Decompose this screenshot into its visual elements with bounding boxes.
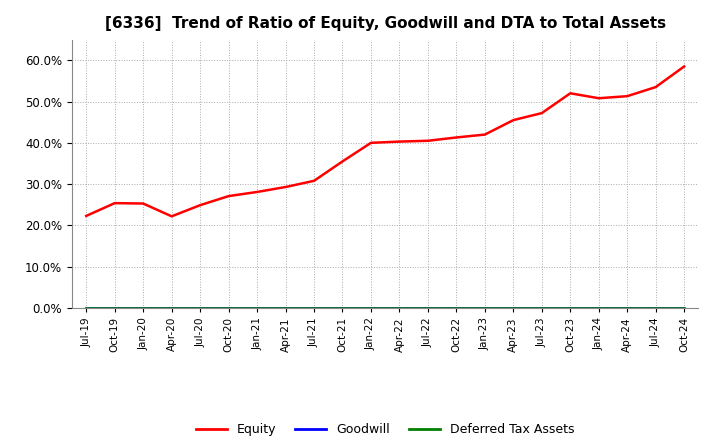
Legend: Equity, Goodwill, Deferred Tax Assets: Equity, Goodwill, Deferred Tax Assets [191, 418, 580, 440]
Title: [6336]  Trend of Ratio of Equity, Goodwill and DTA to Total Assets: [6336] Trend of Ratio of Equity, Goodwil… [104, 16, 666, 32]
